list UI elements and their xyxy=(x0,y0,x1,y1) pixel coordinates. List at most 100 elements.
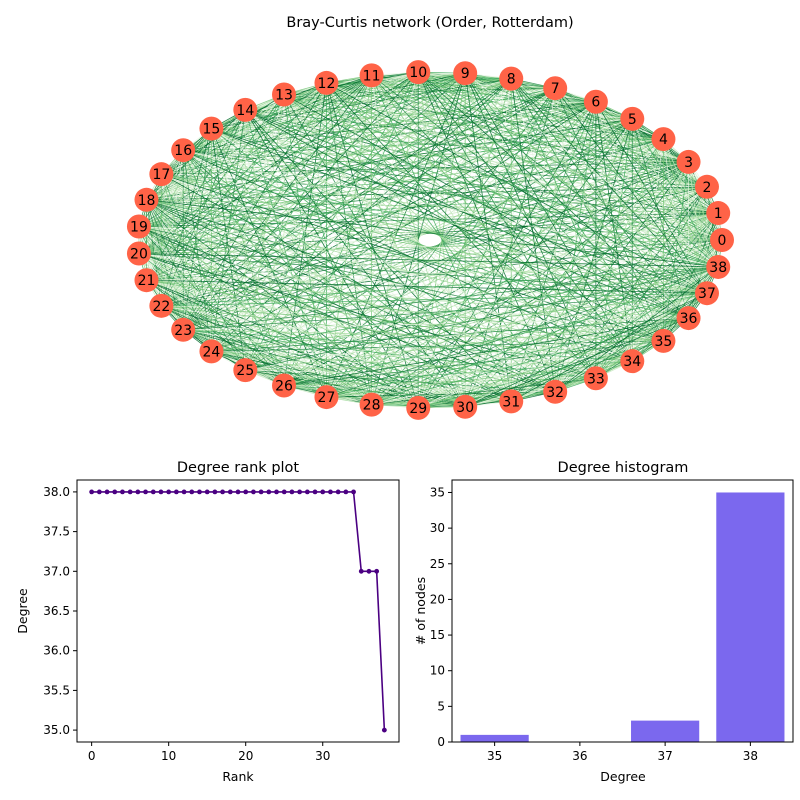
rank-point xyxy=(112,489,118,495)
network-edge xyxy=(283,94,466,407)
network-edge xyxy=(510,78,719,268)
network-node-marker xyxy=(314,70,339,95)
network-node-0: 0 xyxy=(710,228,734,252)
network-node-marker xyxy=(453,61,478,86)
network-node-marker xyxy=(676,306,701,331)
rank-xtick-label: 20 xyxy=(238,749,253,763)
network-node-label: 37 xyxy=(698,286,716,302)
network-edge xyxy=(161,173,556,393)
rank-ytick-label: 38.0 xyxy=(43,485,70,499)
network-edge xyxy=(146,199,664,342)
rank-point xyxy=(227,489,233,495)
network-edge xyxy=(211,292,708,352)
rank-plot-panel: Degree rank plot 0 10 20 30 35.0 35.5 36.0 36.5… xyxy=(15,460,400,784)
network-edge xyxy=(283,73,466,386)
network-node-marker xyxy=(359,63,384,88)
network-edge xyxy=(510,78,689,319)
hist-xtick-label: 37 xyxy=(657,749,672,763)
network-nodes: 0123456789101112131415161718192021222324… xyxy=(126,60,734,420)
histogram-bar xyxy=(460,734,529,742)
network-node-marker xyxy=(710,228,734,252)
network-node-marker xyxy=(651,328,676,353)
histogram-bar xyxy=(716,492,785,742)
network-node-23: 23 xyxy=(171,317,196,342)
network-edge xyxy=(706,186,719,268)
network-edge xyxy=(211,128,719,268)
rank-point xyxy=(220,489,225,495)
network-node-marker xyxy=(620,349,645,374)
network-node-32: 32 xyxy=(543,379,568,404)
hist-ytick-label: 10 xyxy=(430,664,445,678)
rank-point xyxy=(166,489,172,495)
network-edge xyxy=(161,173,419,409)
rank-point xyxy=(289,489,295,495)
network-node-marker xyxy=(694,174,719,199)
network-node-marker xyxy=(406,60,431,85)
histogram-title: Degree histogram xyxy=(558,460,689,476)
network-edge xyxy=(554,87,719,268)
network-edge xyxy=(464,72,708,294)
network-node-9: 9 xyxy=(453,61,478,86)
network-edge xyxy=(326,82,419,408)
network-edge xyxy=(326,82,719,268)
network-edge xyxy=(663,138,719,268)
network-node-label: 36 xyxy=(680,311,698,327)
network-edge xyxy=(245,360,633,371)
rank-point xyxy=(212,489,218,495)
network-node-10: 10 xyxy=(406,60,431,85)
histogram-ticks: 35 36 37 38 0 5 10 15 20 25 30 35 xyxy=(430,485,758,763)
network-edge xyxy=(146,138,664,281)
network-node-25: 25 xyxy=(233,358,258,383)
network-edge xyxy=(283,94,689,319)
network-edge xyxy=(245,317,689,371)
network-node-12: 12 xyxy=(314,70,339,95)
rank-point xyxy=(281,489,287,495)
network-edge xyxy=(161,239,723,307)
network-edge xyxy=(510,78,664,342)
network-node-marker xyxy=(694,281,719,306)
network-edge xyxy=(138,226,512,402)
network-edge xyxy=(464,72,689,319)
rank-point xyxy=(235,489,241,495)
network-edge xyxy=(371,340,664,405)
network-node-5: 5 xyxy=(620,106,645,131)
network-node-30: 30 xyxy=(453,394,478,419)
network-node-marker xyxy=(453,394,478,419)
histogram-bars xyxy=(460,492,785,742)
hist-xtick-label: 35 xyxy=(487,749,502,763)
network-edge xyxy=(183,149,597,379)
network-edge xyxy=(211,317,689,352)
hist-ytick-label: 5 xyxy=(437,699,445,713)
network-node-marker xyxy=(676,149,701,174)
network-edge xyxy=(146,199,719,268)
network-node-35: 35 xyxy=(651,328,676,353)
network-node-31: 31 xyxy=(499,389,524,414)
rank-point xyxy=(335,489,341,495)
network-edge xyxy=(283,138,664,386)
network-edge xyxy=(283,340,664,386)
network-edge xyxy=(418,266,719,409)
network-edge xyxy=(417,71,708,294)
network-edge xyxy=(326,82,633,362)
network-edge xyxy=(371,101,597,405)
network-node-label: 3 xyxy=(684,155,693,171)
network-edge xyxy=(138,253,708,294)
network-edge xyxy=(138,226,689,319)
network-edge xyxy=(138,253,719,268)
rank-point xyxy=(243,489,249,495)
network-edge xyxy=(146,279,689,319)
network-edge xyxy=(464,78,512,407)
rank-point xyxy=(181,489,187,495)
network-edge xyxy=(161,173,723,241)
network-node-label: 23 xyxy=(174,323,192,339)
network-node-marker xyxy=(199,116,224,141)
network-edge xyxy=(161,118,633,307)
network-node-marker xyxy=(406,395,431,420)
network-edge xyxy=(632,292,708,362)
network-edge xyxy=(161,266,719,307)
network-edge xyxy=(326,82,689,319)
network-node-36: 36 xyxy=(676,306,701,331)
network-node-marker xyxy=(499,389,524,414)
network-node-label: 4 xyxy=(659,132,668,148)
